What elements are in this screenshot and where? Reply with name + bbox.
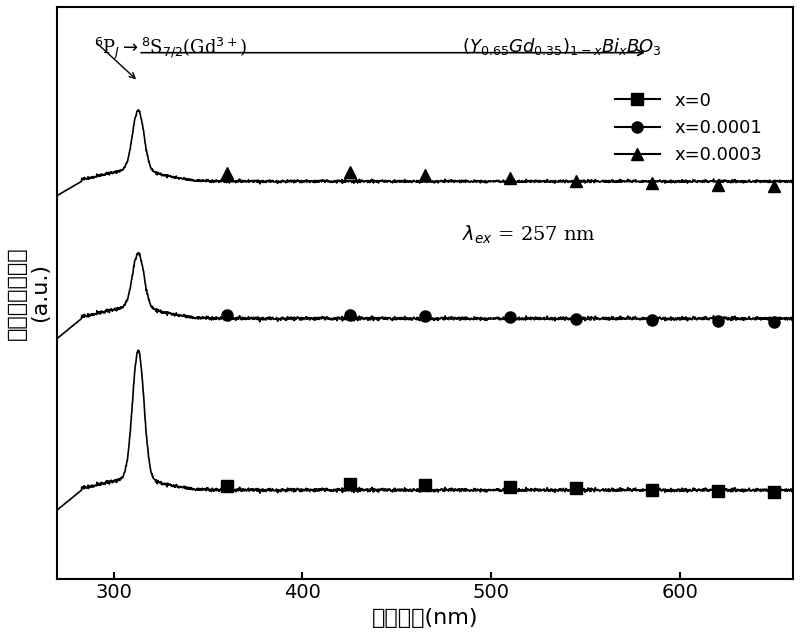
Text: $(Y_{0.65}Gd_{0.35})_{1-x}Bi_xBO_3$: $(Y_{0.65}Gd_{0.35})_{1-x}Bi_xBO_3$ xyxy=(462,36,662,57)
x=0.0003 xyxy=(571,177,581,185)
x=0.0003 xyxy=(222,169,232,177)
x=0 xyxy=(646,486,656,494)
Legend: x=0, x=0.0001, x=0.0003: x=0, x=0.0001, x=0.0003 xyxy=(607,84,770,171)
Text: $^6$P$_J$$\rightarrow$$^8$S$_{7/2}$(Gd$^{3+}$): $^6$P$_J$$\rightarrow$$^8$S$_{7/2}$(Gd$^… xyxy=(94,36,247,62)
x=0.0001 xyxy=(222,311,232,318)
x=0.0001 xyxy=(345,311,354,318)
x=0 xyxy=(505,483,514,491)
X-axis label: 波　长　(nm): 波 长 (nm) xyxy=(372,608,478,628)
x=0.0001 xyxy=(420,312,430,319)
x=0.0003 xyxy=(713,182,722,189)
x=0 xyxy=(345,481,354,488)
x=0.0001 xyxy=(770,318,779,326)
x=0.0001 xyxy=(713,318,722,325)
x=0.0001 xyxy=(571,315,581,323)
x=0.0003 xyxy=(770,183,779,190)
x=0.0003 xyxy=(345,168,354,175)
Line: x=0.0003: x=0.0003 xyxy=(222,166,780,192)
x=0 xyxy=(770,488,779,495)
x=0.0001 xyxy=(646,316,656,324)
x=0 xyxy=(713,487,722,495)
x=0 xyxy=(222,482,232,490)
x=0 xyxy=(571,485,581,492)
x=0 xyxy=(420,481,430,489)
x=0.0003 xyxy=(505,175,514,182)
x=0.0001 xyxy=(505,314,514,321)
x=0.0003 xyxy=(646,179,656,187)
Y-axis label: 发　射　强　度
(a.u.): 发 射 强 度 (a.u.) xyxy=(7,246,50,340)
Line: x=0.0001: x=0.0001 xyxy=(222,309,780,328)
Line: x=0: x=0 xyxy=(222,479,780,497)
Text: $\lambda_{ex}$ = 257 nm: $\lambda_{ex}$ = 257 nm xyxy=(462,224,595,246)
x=0.0003 xyxy=(420,171,430,179)
